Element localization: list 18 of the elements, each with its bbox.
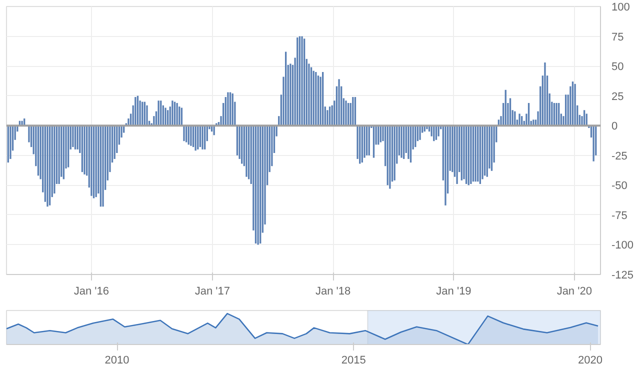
y-tick-label: -25 (612, 150, 628, 162)
x-tick-label: Jan '17 (194, 286, 230, 298)
y-tick-label: 25 (612, 90, 624, 103)
y-tick-label: 50 (612, 61, 624, 74)
x-tick-label: Jan '16 (74, 286, 110, 298)
y-tick-label: -100 (612, 240, 634, 252)
x-tick-label: 2010 (104, 354, 130, 366)
x-tick-label: Jan '18 (316, 286, 351, 298)
y-tick-label: -50 (612, 180, 628, 192)
x-tick-label: 2015 (341, 354, 366, 366)
y-tick-label: 100 (612, 2, 630, 14)
y-tick-label: 75 (612, 31, 624, 44)
y-tick-label: -125 (612, 270, 634, 282)
x-tick-label: Jan '20 (556, 286, 592, 298)
y-tick-label: 0 (612, 120, 618, 133)
x-tick-label: 2020 (578, 354, 603, 366)
x-tick-label: Jan '19 (436, 286, 472, 298)
y-tick-label: -75 (612, 210, 628, 222)
